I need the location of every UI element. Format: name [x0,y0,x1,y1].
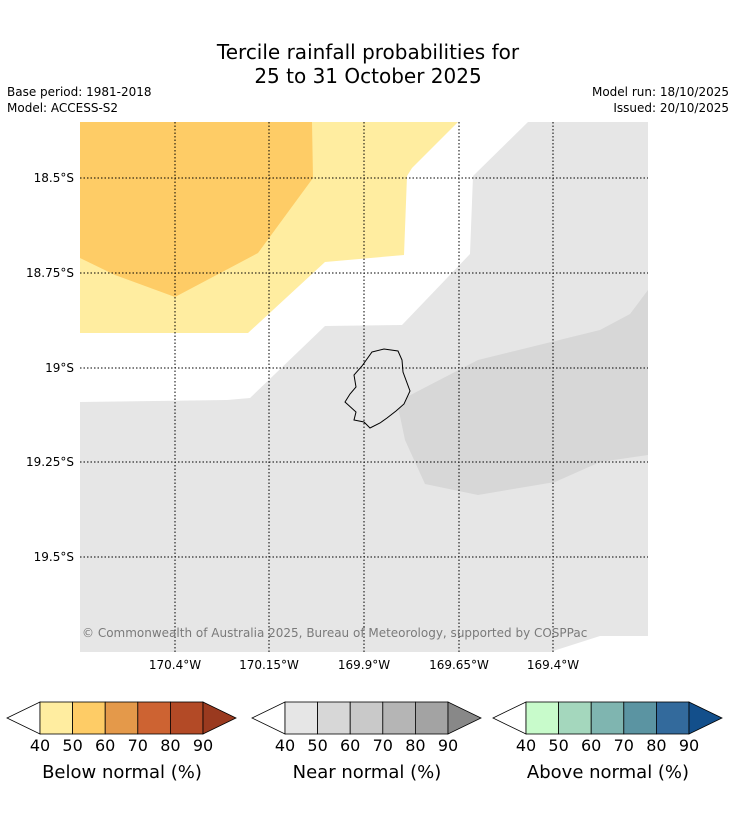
near-normal-colorbar-segment-3 [349,701,384,735]
near-normal-50-region [397,290,648,495]
below-normal-tick-90: 90 [192,736,214,755]
lat-label-19: 19°S [45,361,74,375]
above-normal-colorbar-segment-5 [655,701,690,735]
near-normal-tick-40: 40 [274,736,296,755]
above-normal-legend: 40 50 60 70 80 90 Above normal (%) [492,700,724,800]
lat-label-19-25: 19.25°S [26,455,74,469]
base-period-text: Base period: 1981-2018 [7,85,152,99]
lon-label-170-4: 170.4°W [148,658,202,672]
below-normal-tick-70: 70 [127,736,148,755]
lat-label-18-5: 18.5°S [33,171,74,185]
above-normal-colorbar-low-extend [492,701,527,735]
map-title-line-2: 25 to 31 October 2025 [254,64,482,88]
below-normal-legend: 40 50 60 70 80 90 Below normal (%) [6,700,238,800]
above-normal-colorbar-segment-1 [525,701,559,735]
below-normal-colorbar [6,701,237,735]
copyright-text: © Commonwealth of Australia 2025, Bureau… [82,626,588,640]
near-normal-tick-50: 50 [307,736,328,755]
lon-label-169-4: 169.4°W [526,658,580,672]
lon-label-169-65: 169.65°W [429,658,489,672]
near-normal-colorbar-segment-5 [414,701,449,735]
near-normal-tick-70: 70 [372,736,393,755]
map-title-line-1: Tercile rainfall probabilities for [216,40,520,64]
model-run-text: Model run: 18/10/2025 [591,85,729,99]
graticule [80,122,648,652]
issued-text: Issued: 20/10/2025 [613,101,729,115]
near-normal-colorbar-segment-4 [382,701,416,735]
near-normal-colorbar-segment-2 [317,701,351,735]
near-normal-colorbar-segment-1 [284,701,318,735]
near-normal-tick-80: 80 [405,736,426,755]
island-outline [344,348,411,429]
below-normal-legend-title: Below normal (%) [42,762,202,783]
near-normal-legend: 40 50 60 70 80 90 Near normal (%) [251,700,483,800]
above-normal-colorbar-segment-4 [623,701,657,735]
above-normal-colorbar-high-extend [688,701,723,735]
near-normal-legend-title: Near normal (%) [292,762,442,783]
below-normal-50-region [80,122,313,297]
below-normal-colorbar-segment-2 [72,701,106,735]
below-normal-colorbar-segment-1 [39,701,73,735]
below-normal-tick-80: 80 [160,736,181,755]
near-normal-colorbar-low-extend [251,701,286,735]
below-normal-tick-40: 40 [29,736,51,755]
lon-label-169-9: 169.9°W [337,658,391,672]
below-normal-colorbar-segment-4 [137,701,171,735]
near-normal-colorbar-high-extend [447,701,482,735]
above-normal-tick-90: 90 [678,736,700,755]
above-normal-colorbar-segment-3 [590,701,625,735]
above-normal-colorbar [492,701,723,735]
near-normal-tick-90: 90 [437,736,459,755]
above-normal-tick-50: 50 [548,736,569,755]
above-normal-legend-title: Above normal (%) [526,762,690,783]
model-text: Model: ACCESS-S2 [7,101,119,115]
above-normal-tick-70: 70 [613,736,634,755]
lat-label-18-75: 18.75°S [26,266,74,280]
below-normal-colorbar-segment-5 [169,701,204,735]
above-normal-tick-40: 40 [515,736,537,755]
below-normal-tick-60: 60 [95,736,116,755]
below-normal-colorbar-segment-3 [104,701,139,735]
below-normal-colorbar-low-extend [6,701,41,735]
above-normal-tick-60: 60 [581,736,602,755]
lat-label-19-5: 19.5°S [33,550,74,564]
above-normal-tick-80: 80 [646,736,667,755]
lon-label-170-15: 170.15°W [239,658,299,672]
above-normal-colorbar-segment-2 [558,701,592,735]
near-normal-tick-60: 60 [340,736,361,755]
near-normal-colorbar [251,701,482,735]
below-normal-colorbar-high-extend [202,701,237,735]
probability-map [80,122,648,652]
below-normal-tick-50: 50 [62,736,83,755]
